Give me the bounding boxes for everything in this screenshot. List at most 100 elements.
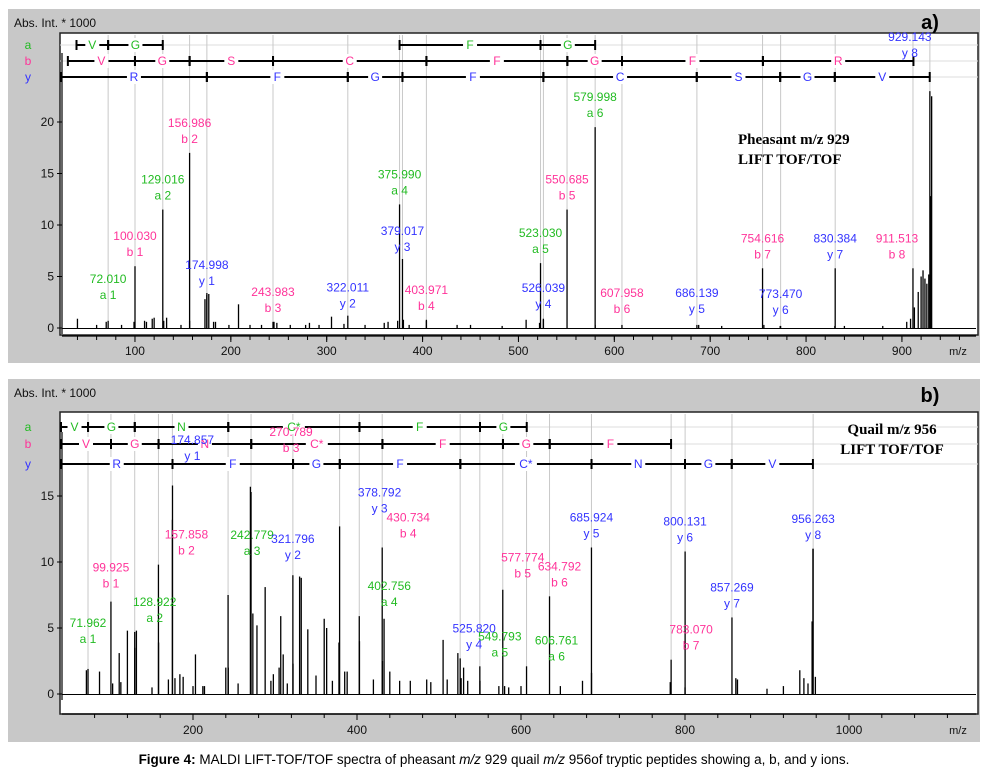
peak-mz-label: 685.924 [570, 510, 614, 524]
ladder-residue-g: G [130, 437, 139, 451]
peak-ion-label: a 4 [391, 183, 408, 197]
ion-series-label-a: a [25, 420, 32, 434]
ladder-residue-g: G [370, 70, 379, 84]
x-tick-label: 700 [700, 344, 720, 358]
ladder-residue-g: G [803, 70, 812, 84]
peak-mz-label: 174.998 [185, 258, 229, 272]
ladder-label-bg [197, 437, 212, 451]
y-tick-label: 10 [41, 555, 55, 569]
ladder-label-bg [731, 70, 746, 84]
ladder-residue-c: C [345, 54, 354, 68]
peak-ion-label: y 8 [805, 528, 821, 542]
peak-mz-label: 579.998 [573, 90, 617, 104]
y-tick-label: 5 [47, 270, 54, 284]
peak-mz-label: 800.131 [663, 514, 707, 528]
ladder-label-bg [128, 38, 143, 52]
peak-mz-label: 783.070 [669, 623, 713, 637]
ladder-residue-g: G [704, 457, 713, 471]
ladder-label-bg [155, 54, 170, 68]
ladder-residue-g: G [312, 457, 321, 471]
peak-ion-label: y 4 [466, 637, 482, 651]
ladder-label-bg [560, 38, 575, 52]
peak-ion-label: b 8 [889, 247, 906, 261]
peak-mz-label: 129.016 [141, 173, 185, 187]
y-tick-label: 0 [47, 321, 54, 335]
ladder-residue-r: R [112, 457, 121, 471]
peak-ion-label: a 2 [146, 611, 163, 625]
ion-series-label-y: y [25, 70, 31, 84]
peak-ion-label: y 4 [535, 297, 551, 311]
peak-mz-label: 72.010 [90, 272, 127, 286]
ladder-label-bg [489, 54, 504, 68]
ladder-residue-v: V [97, 54, 105, 68]
ladder-residue-c-star: C* [287, 420, 301, 434]
peak-mz-label: 174.857 [171, 433, 215, 447]
ladder-residue-f: F [416, 420, 423, 434]
x-tick-label: 1000 [836, 723, 863, 737]
peak-ion-label: b 7 [754, 247, 771, 261]
ladder-residue-f: F [229, 457, 236, 471]
ladder-residue-g: G [107, 420, 116, 434]
ladder-residue-g: G [522, 437, 531, 451]
ladder-label-bg [393, 457, 408, 471]
y-axis-title: Abs. Int. * 1000 [14, 386, 96, 400]
peak-mz-label: 911.513 [876, 231, 919, 245]
ladder-residue-c: C [616, 70, 625, 84]
ladder-label-bg [631, 457, 646, 471]
plot-area [59, 32, 979, 336]
ladder-label-bg [67, 420, 82, 434]
peak-mz-label: 577.774 [501, 551, 545, 565]
ion-series-label-a: a [25, 38, 32, 52]
x-tick-label: 200 [221, 344, 241, 358]
spectrum-subtitle: LIFT TOF/TOF [738, 152, 842, 168]
peak-ion-label: y 6 [677, 530, 693, 544]
ladder-label-bg [463, 38, 478, 52]
peak-mz-label: 857.269 [710, 580, 754, 594]
peak-ion-label: b 4 [418, 299, 435, 313]
spectrum-title: Pheasant m/z 929 [738, 132, 850, 148]
panel-label: b) [921, 385, 940, 407]
ladder-residue-g: G [563, 38, 572, 52]
ladder-residue-r: R [834, 54, 843, 68]
ladder-residue-g: G [131, 38, 140, 52]
caption-text-3: 956of tryptic peptides showing a, b, and… [565, 752, 850, 767]
y-tick-label: 0 [47, 687, 54, 701]
x-tick-label: 400 [413, 344, 433, 358]
x-tick-label: 800 [796, 344, 816, 358]
peak-ion-label: y 1 [199, 274, 215, 288]
peak-ion-label: b 1 [103, 577, 120, 591]
peak-ion-label: a 6 [587, 106, 604, 120]
ladder-residue-g: G [499, 420, 508, 434]
ladder-label-bg [465, 70, 480, 84]
ladder-residue-v: V [878, 70, 886, 84]
ladder-label-bg [282, 420, 305, 434]
ladder-label-bg [412, 420, 427, 434]
ion-series-label-b: b [25, 437, 32, 451]
peak-mz-label: 830.384 [813, 231, 857, 245]
ladder-residue-c-star: C* [519, 457, 533, 471]
y-tick-label: 15 [41, 489, 55, 503]
peak-mz-label: 607.958 [600, 286, 644, 300]
ladder-residue-s: S [734, 70, 742, 84]
ladder-label-bg [435, 437, 450, 451]
ladder-label-bg [519, 437, 534, 451]
ladder-residue-n: N [201, 437, 210, 451]
caption-label: Figure 4: [138, 752, 196, 767]
peak-ion-label: y 5 [689, 302, 705, 316]
ladder-residue-v: V [768, 457, 776, 471]
ladder-residue-g: G [158, 54, 167, 68]
peak-mz-label: 402.756 [368, 579, 412, 593]
peak-mz-label: 243.983 [251, 285, 295, 299]
ladder-label-bg [765, 457, 780, 471]
ladder-label-bg [800, 70, 815, 84]
caption-text-1: MALDI LIFT-TOF/TOF spectra of pheasant [199, 752, 460, 767]
peak-mz-label: 773.470 [759, 287, 803, 301]
ladder-residue-f: F [274, 70, 281, 84]
peak-mz-label: 71.962 [70, 616, 107, 630]
peak-mz-label: 242.779 [230, 528, 274, 542]
caption-mz-2: m/z [543, 752, 565, 767]
ladder-residue-f: F [439, 437, 446, 451]
peak-mz-label: 606.761 [535, 633, 579, 647]
x-tick-label: 400 [347, 723, 367, 737]
ladder-residue-n: N [634, 457, 643, 471]
